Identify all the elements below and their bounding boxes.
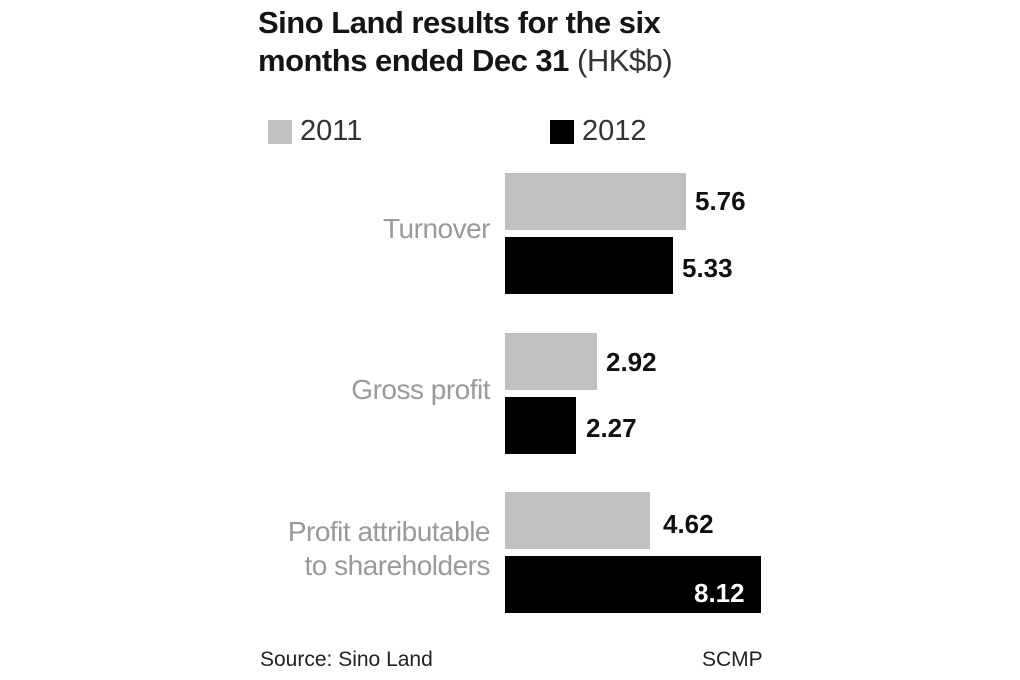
value-turnover-2011: 5.76	[695, 186, 746, 216]
legend-swatch-2012	[550, 119, 574, 144]
legend-label-2011: 2011	[300, 115, 363, 147]
value-turnover-2012: 5.33	[682, 253, 733, 283]
value-gross-profit-2011: 2.92	[606, 347, 657, 377]
bar-gross-profit-2011	[505, 333, 597, 390]
bar-gross-profit-2012	[505, 397, 576, 454]
legend-item-2011: 2011	[268, 115, 362, 148]
legend-swatch-2011	[268, 119, 292, 144]
category-label-gross-profit: Gross profit	[351, 374, 490, 405]
bar-profit-attributable-2011	[505, 492, 650, 549]
chart-title: Sino Land results for the six months end…	[258, 4, 673, 80]
credit-note: SCMP	[702, 648, 763, 671]
title-line-2: months ended Dec 31 (HK$b)	[258, 43, 673, 78]
category-label-turnover: Turnover	[382, 213, 491, 244]
bar-turnover-2011	[505, 173, 686, 230]
value-profit-attributable-2012: 8.12	[694, 578, 745, 608]
bar-turnover-2012	[505, 237, 673, 294]
title-line-1: Sino Land results for the six	[258, 5, 661, 40]
value-gross-profit-2012: 2.27	[586, 413, 637, 443]
source-note: Source: Sino Land	[260, 648, 433, 671]
category-label-profit-attributable: Profit attributable to shareholders	[287, 516, 491, 581]
title-unit: (HK$b)	[577, 43, 673, 78]
legend-item-2012: 2012	[550, 115, 647, 148]
bar-profit-attributable-2012	[505, 556, 761, 613]
value-profit-attributable-2011: 4.62	[663, 509, 714, 539]
legend-label-2012: 2012	[582, 115, 647, 147]
